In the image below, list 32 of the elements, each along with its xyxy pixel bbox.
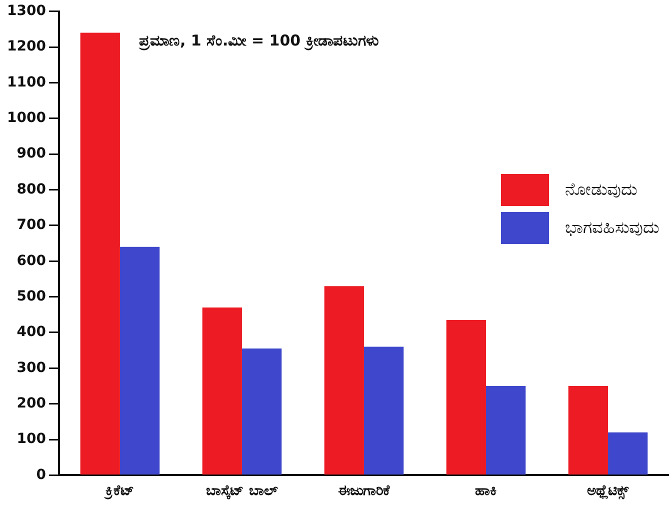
y-tick-label: 600 bbox=[16, 252, 46, 269]
legend-label: ನೋಡುವುದು bbox=[565, 180, 637, 200]
bar bbox=[242, 348, 282, 474]
bar bbox=[202, 308, 242, 474]
y-tick-label: 300 bbox=[16, 360, 46, 376]
bar bbox=[568, 386, 608, 474]
y-tick-label: 400 bbox=[16, 324, 46, 340]
bar bbox=[446, 320, 486, 474]
bar bbox=[364, 346, 404, 474]
annotation: ಪ್ರಮಾಣ, 1 ಸೆಂ.ಮೀ = 100 ಕ್ರೀಡಾಪಟುಗಳು bbox=[138, 31, 379, 50]
x-tick-label: ಈಜುಗಾರಿಕೆ bbox=[338, 483, 390, 500]
bar bbox=[120, 246, 160, 474]
y-tick-label: 900 bbox=[16, 146, 46, 162]
y-tick-label: 200 bbox=[16, 395, 46, 412]
y-tick-label: 1200 bbox=[6, 38, 46, 55]
bar bbox=[608, 432, 648, 474]
y-tick-label: 800 bbox=[16, 181, 46, 198]
x-tick-label: ಕ್ರಿಕೆಟ್ bbox=[103, 483, 134, 500]
bar bbox=[324, 286, 364, 474]
y-tick-label: 1300 bbox=[6, 3, 46, 20]
legend-label: ಭಾಗವಹಿಸುವುದು bbox=[565, 218, 659, 238]
y-tick-label: 700 bbox=[16, 217, 46, 234]
y-tick-label: 500 bbox=[16, 288, 46, 304]
x-tick-label: ಹಾಕಿ bbox=[474, 483, 497, 500]
y-tick-label: 1000 bbox=[6, 110, 46, 126]
x-tick-label: ಬಾಸ್ಕೆಟ್ ಬಾಲ್ bbox=[206, 483, 278, 500]
y-tick-label: 1100 bbox=[6, 74, 46, 90]
y-tick-label: 100 bbox=[16, 431, 46, 448]
x-tick-label: ಅಥ್ಲೆಟಿಕ್ಸ್ bbox=[586, 483, 629, 500]
y-tick-label: 0 bbox=[36, 466, 46, 483]
bar bbox=[486, 386, 526, 474]
bar bbox=[80, 32, 120, 474]
